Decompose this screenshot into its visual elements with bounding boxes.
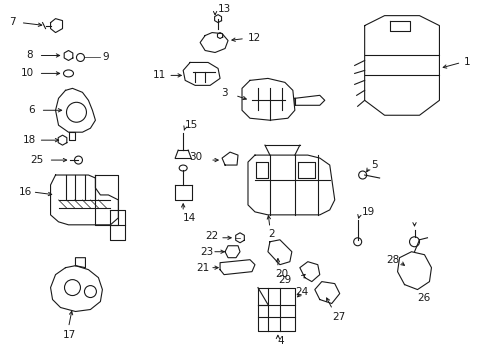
Text: 6: 6 [29, 105, 35, 115]
Text: 9: 9 [102, 53, 109, 63]
Text: 20: 20 [274, 269, 287, 279]
Text: 8: 8 [26, 50, 33, 60]
Text: 15: 15 [185, 120, 198, 130]
Text: 28: 28 [386, 255, 399, 265]
Text: 30: 30 [188, 152, 202, 162]
Text: 4: 4 [277, 336, 284, 346]
Text: 16: 16 [19, 187, 32, 197]
Text: 18: 18 [22, 135, 36, 145]
Text: 26: 26 [417, 293, 430, 302]
Text: 17: 17 [62, 330, 76, 341]
Text: 19: 19 [361, 207, 374, 217]
Text: 3: 3 [221, 88, 227, 98]
Text: 13: 13 [218, 4, 231, 14]
Text: 1: 1 [463, 58, 469, 67]
Text: 22: 22 [204, 231, 218, 241]
Text: 29: 29 [278, 275, 291, 285]
Text: 27: 27 [331, 312, 345, 323]
Text: 7: 7 [9, 17, 15, 27]
Text: 21: 21 [196, 263, 209, 273]
Text: 2: 2 [267, 229, 274, 239]
Text: 25: 25 [31, 155, 44, 165]
Text: 12: 12 [247, 32, 261, 42]
Text: 14: 14 [183, 213, 196, 223]
Text: 5: 5 [371, 160, 378, 170]
Text: 11: 11 [153, 71, 166, 80]
Text: 24: 24 [294, 287, 307, 297]
Text: 10: 10 [20, 68, 34, 78]
Text: 23: 23 [200, 247, 213, 257]
